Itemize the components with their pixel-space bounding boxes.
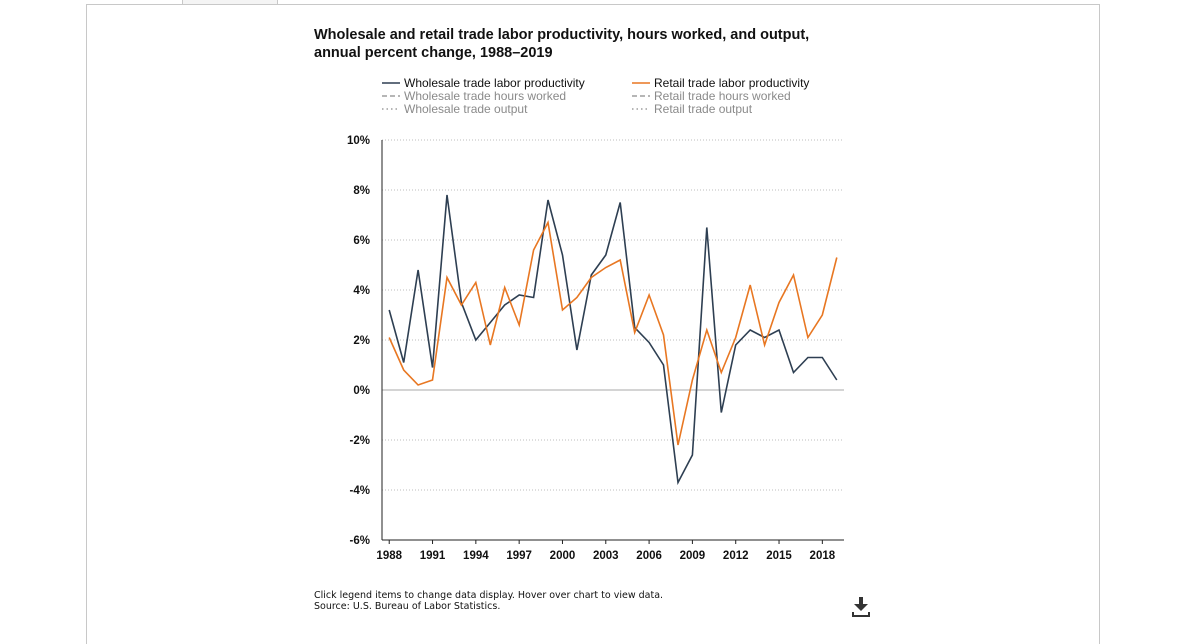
data-point[interactable] [574, 295, 580, 301]
data-point[interactable] [689, 377, 695, 383]
data-point[interactable] [805, 355, 811, 361]
data-point[interactable] [545, 220, 551, 226]
data-point[interactable] [733, 335, 739, 341]
data-point[interactable] [762, 342, 768, 348]
data-point[interactable] [516, 292, 522, 298]
x-tick-label: 1994 [463, 550, 489, 562]
data-point[interactable] [545, 197, 551, 203]
data-point[interactable] [747, 327, 753, 333]
x-tick-label: 2012 [723, 550, 749, 562]
data-point[interactable] [632, 330, 638, 336]
x-tick-label: 1991 [420, 550, 446, 562]
x-tick-label: 2018 [810, 550, 836, 562]
data-point[interactable] [790, 370, 796, 376]
download-icon [852, 597, 870, 617]
data-point[interactable] [661, 362, 667, 368]
data-point[interactable] [805, 335, 811, 341]
data-point[interactable] [617, 257, 623, 263]
data-point[interactable] [386, 307, 392, 313]
data-point[interactable] [790, 272, 796, 278]
data-point[interactable] [473, 280, 479, 286]
data-point[interactable] [502, 302, 508, 308]
data-point[interactable] [487, 320, 493, 326]
data-point[interactable] [704, 225, 710, 231]
data-point[interactable] [574, 347, 580, 353]
line-chart[interactable]: -6% -4% -2% 0% 2% 4% 6% 8% 10% 1988 1991 1994 1997 20… [0, 0, 1192, 620]
data-point[interactable] [502, 285, 508, 291]
legend-label: Wholesale trade output [404, 102, 528, 116]
legend-label: Retail trade output [654, 102, 753, 116]
data-point[interactable] [603, 265, 609, 271]
legend-swatch [632, 82, 650, 84]
x-tick-label: 1997 [506, 550, 532, 562]
data-point[interactable] [386, 335, 392, 341]
series-line [388, 220, 838, 446]
data-point[interactable] [401, 367, 407, 373]
chart-panel [86, 4, 1100, 644]
data-point[interactable] [704, 327, 710, 333]
data-point[interactable] [747, 282, 753, 288]
x-tick-label: 2006 [636, 550, 662, 562]
data-point[interactable] [661, 332, 667, 338]
y-tick-label: 10% [347, 135, 370, 147]
data-point[interactable] [531, 295, 537, 301]
data-point[interactable] [559, 307, 565, 313]
data-point[interactable] [776, 300, 782, 306]
y-tick-label: 8% [353, 185, 370, 197]
data-point[interactable] [646, 292, 652, 298]
x-tick-label: 2003 [593, 550, 619, 562]
y-tick-label: -2% [350, 435, 370, 447]
y-tick-label: 0% [353, 385, 370, 397]
data-point[interactable] [415, 267, 421, 273]
data-point[interactable] [458, 302, 464, 308]
data-point[interactable] [776, 327, 782, 333]
y-tick-label: 6% [353, 235, 370, 247]
y-tick-label: 4% [353, 285, 370, 297]
data-point[interactable] [617, 200, 623, 206]
data-point[interactable] [444, 275, 450, 281]
data-point[interactable] [819, 355, 825, 361]
chart-title: Wholesale and retail trade labor product… [314, 27, 810, 61]
chart-instructions: Click legend items to change data displa… [314, 590, 664, 601]
data-point[interactable] [487, 342, 493, 348]
data-point[interactable] [834, 377, 840, 383]
x-tick-label: 2009 [680, 550, 706, 562]
legend-label: Wholesale trade labor productivity [404, 76, 585, 90]
data-point[interactable] [834, 255, 840, 261]
data-point[interactable] [559, 252, 565, 258]
x-tick-label: 1988 [376, 550, 402, 562]
download-button[interactable] [850, 594, 872, 618]
x-tick-label: 2000 [550, 550, 576, 562]
x-tick-label: 2015 [766, 550, 792, 562]
data-point[interactable] [430, 377, 436, 383]
tab-stub[interactable] [182, 0, 278, 5]
legend-label: Retail trade labor productivity [654, 76, 810, 90]
data-point[interactable] [646, 340, 652, 346]
data-point[interactable] [689, 452, 695, 458]
data-point[interactable] [415, 382, 421, 388]
y-tick-label: 2% [353, 335, 370, 347]
legend-label: Wholesale trade hours worked [404, 89, 567, 103]
legend-swatch [382, 95, 400, 97]
legend-swatch [632, 95, 650, 97]
legend-label: Retail trade hours worked [654, 89, 791, 103]
data-point[interactable] [819, 312, 825, 318]
data-point[interactable] [718, 410, 724, 416]
y-tick-label: -6% [350, 535, 370, 547]
data-point[interactable] [473, 337, 479, 343]
legend-swatch [382, 108, 400, 110]
y-tick-label: -4% [350, 485, 370, 497]
data-point[interactable] [444, 192, 450, 198]
chart-source: Source: U.S. Bureau of Labor Statistics. [314, 601, 501, 612]
data-point[interactable] [516, 322, 522, 328]
data-point[interactable] [675, 480, 681, 486]
data-point[interactable] [588, 275, 594, 281]
data-point[interactable] [531, 247, 537, 253]
data-point[interactable] [718, 370, 724, 376]
data-point[interactable] [603, 252, 609, 258]
legend-swatch [632, 108, 650, 110]
data-point[interactable] [675, 442, 681, 448]
legend-swatch [382, 82, 400, 84]
series-line [388, 194, 838, 486]
